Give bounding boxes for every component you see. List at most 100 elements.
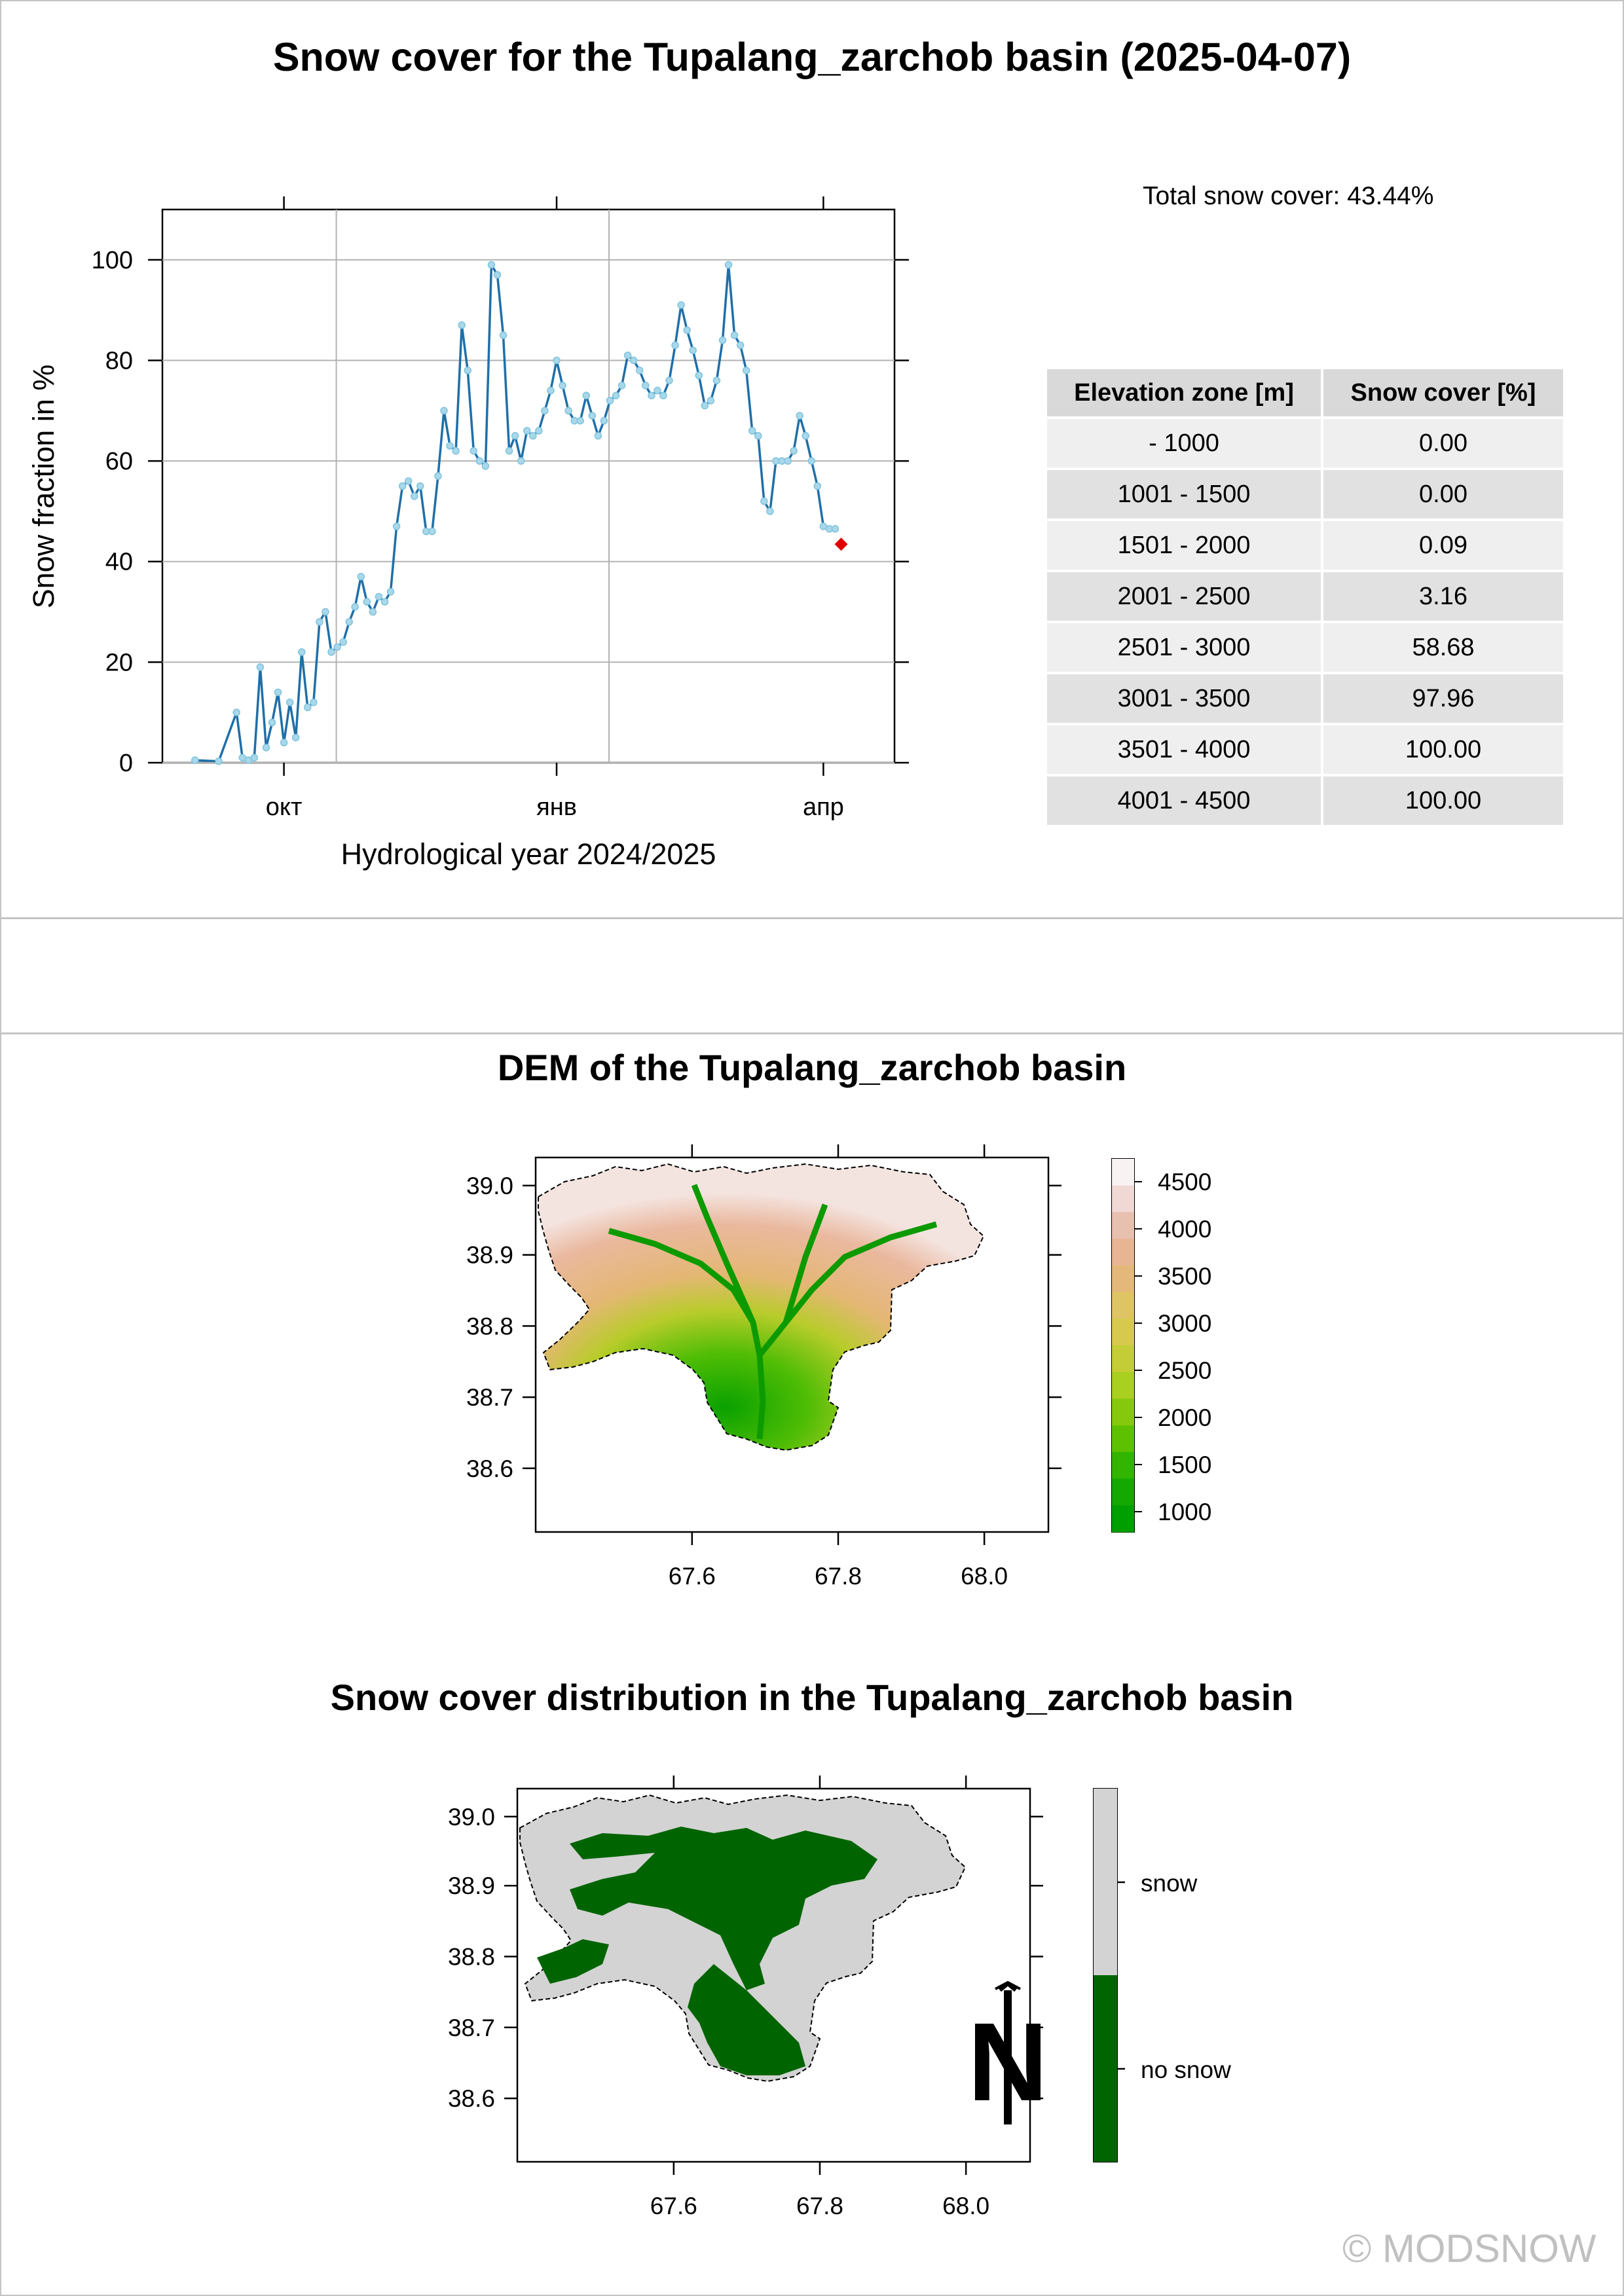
- data-point: [458, 321, 466, 329]
- data-point: [736, 341, 745, 350]
- dem-legend-swatch: [1112, 1345, 1134, 1373]
- data-point: [677, 301, 685, 309]
- dem-legend-swatch: [1112, 1239, 1134, 1266]
- table-row: 3501 - 4000 100.00: [1047, 725, 1563, 774]
- data-point: [618, 382, 626, 390]
- data-point: [606, 397, 614, 405]
- data-point: [286, 699, 294, 706]
- dem-legend-label: 1000: [1158, 1499, 1211, 1525]
- data-point: [511, 431, 519, 440]
- table-row: 1501 - 2000 0.09: [1047, 521, 1563, 570]
- y-tick-label: 20: [105, 649, 133, 676]
- data-point: [475, 457, 484, 465]
- data-point: [304, 703, 312, 712]
- data-point: [392, 522, 401, 530]
- data-point: [310, 699, 318, 706]
- data-point: [339, 638, 347, 646]
- x-axis-label: Hydrological year 2024/2025: [341, 837, 716, 871]
- data-point: [440, 407, 448, 415]
- current-snow-cover-point: [834, 538, 848, 551]
- data-point: [541, 407, 549, 415]
- data-point: [623, 352, 632, 359]
- dem-title: DEM of the Tupalang_zarchob basin: [497, 1047, 1127, 1088]
- divider-bottom: [0, 1032, 1624, 1034]
- snow-fraction-chart: 0 20 40 60 80 100 окт янв апр Hydrological year …: [27, 196, 909, 871]
- data-point: [724, 261, 733, 269]
- data-point: [398, 482, 407, 490]
- data-point: [648, 392, 655, 399]
- dem-legend-swatch: [1112, 1451, 1134, 1480]
- zone-cell: - 1000: [1047, 419, 1321, 467]
- dem-legend-label: 1500: [1158, 1451, 1211, 1478]
- dem-frame: [534, 1156, 1050, 1533]
- divider-top: [0, 917, 1624, 919]
- data-point: [517, 457, 525, 465]
- data-point: [629, 356, 638, 365]
- data-point: [790, 446, 798, 455]
- data-point: [333, 643, 341, 651]
- dem-legend-label: 2000: [1158, 1404, 1211, 1431]
- data-point: [576, 416, 584, 425]
- y-tick-label: 39.0: [466, 1173, 513, 1199]
- data-point: [268, 718, 276, 727]
- dem-legend-swatch: [1112, 1319, 1134, 1346]
- data-point: [671, 341, 679, 350]
- data-point: [742, 367, 750, 374]
- value-cell: 3.16: [1323, 572, 1563, 621]
- data-point: [582, 392, 591, 399]
- data-point: [813, 482, 822, 490]
- main-title: Snow cover for the Tupalang_zarchob basi…: [272, 35, 1352, 79]
- data-point: [654, 386, 661, 395]
- y-tick-label: 38.9: [466, 1242, 513, 1269]
- data-point: [274, 688, 282, 697]
- data-point: [416, 482, 424, 490]
- dem-legend-swatch: [1112, 1185, 1134, 1212]
- y-tick-label: 39.0: [448, 1804, 495, 1831]
- y-tick-label: 38.7: [466, 1384, 513, 1411]
- data-point: [707, 397, 715, 405]
- y-tick-label: 60: [105, 448, 133, 475]
- data-point: [559, 382, 566, 390]
- data-point: [250, 754, 259, 762]
- data-point: [446, 442, 454, 450]
- table-row: 4001 - 4500 100.00: [1047, 776, 1563, 825]
- zone-cell: 1001 - 1500: [1047, 470, 1321, 519]
- dem-legend-swatch: [1112, 1505, 1134, 1533]
- value-cell: 0.00: [1323, 470, 1563, 519]
- data-point: [588, 412, 597, 420]
- value-cell: 0.00: [1323, 419, 1563, 467]
- table-row: 2001 - 2500 3.16: [1047, 572, 1563, 621]
- data-point: [215, 757, 223, 765]
- data-point: [748, 427, 756, 435]
- y-tick-label: 80: [105, 347, 133, 374]
- y-tick-label: 100: [92, 247, 133, 274]
- data-point: [369, 608, 377, 616]
- y-tick-label: 38.8: [466, 1313, 513, 1339]
- snow-legend-swatch: [1094, 1789, 1117, 1975]
- elevation-zone-table: Elevation zone [m] Snow cover [%] - 1000…: [1044, 367, 1566, 828]
- data-point: [807, 457, 816, 465]
- data-point: [612, 392, 620, 399]
- table-row: 2501 - 3000 58.68: [1047, 623, 1563, 672]
- snowmap-title: Snow cover distribution in the Tupalang_…: [330, 1677, 1294, 1718]
- x-tick-label: окт: [266, 793, 303, 821]
- data-point: [316, 618, 323, 626]
- data-point: [262, 744, 270, 752]
- data-point: [754, 431, 762, 440]
- value-cell: 97.96: [1323, 674, 1563, 723]
- data-point: [635, 367, 644, 374]
- data-point: [322, 608, 329, 616]
- x-tick-label: апр: [803, 793, 844, 821]
- dem-legend-swatch: [1112, 1398, 1134, 1426]
- data-point: [553, 356, 561, 365]
- data-point: [564, 407, 572, 415]
- table-row: 3001 - 3500 97.96: [1047, 674, 1563, 723]
- dem-legend-swatch: [1112, 1159, 1134, 1186]
- data-point: [404, 477, 413, 485]
- data-point: [600, 416, 608, 425]
- snowmap-basin-no-snow: [537, 1827, 877, 2075]
- data-point: [470, 446, 478, 455]
- data-point: [464, 367, 471, 374]
- x-tick-label: 68.0: [942, 2193, 989, 2219]
- dem-legend-swatch: [1112, 1372, 1134, 1399]
